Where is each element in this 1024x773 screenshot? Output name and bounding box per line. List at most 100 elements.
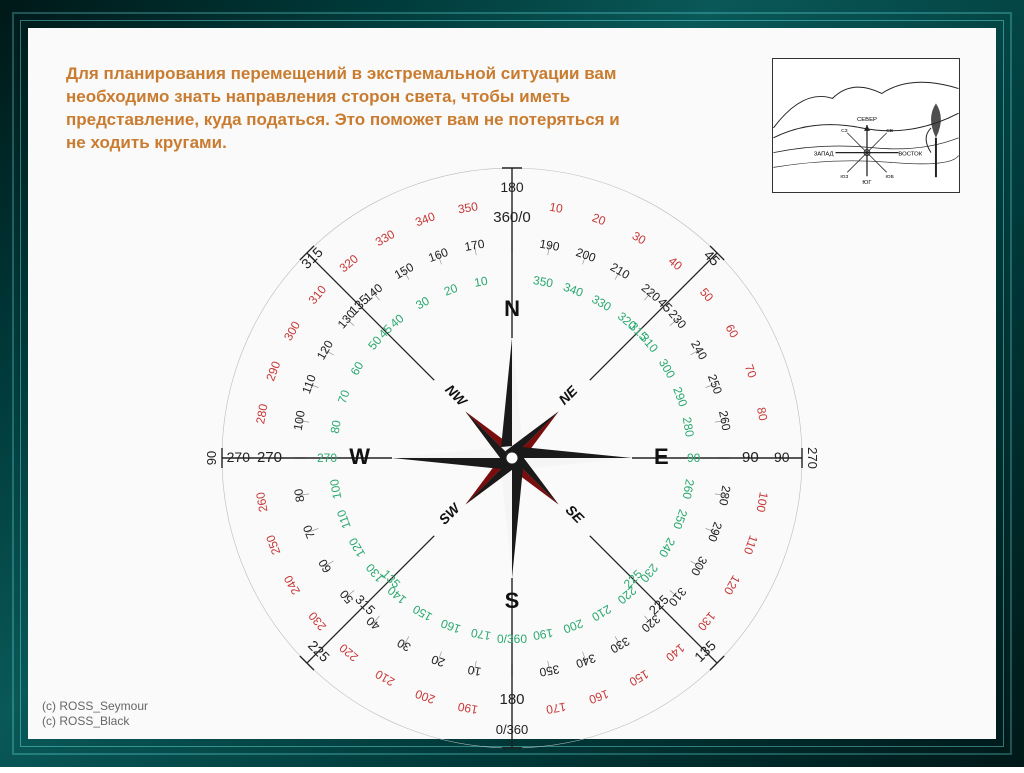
svg-text:200: 200 xyxy=(574,245,598,265)
svg-text:180: 180 xyxy=(500,179,524,195)
svg-text:200: 200 xyxy=(561,616,585,636)
slide-panel: Для планирования перемещений в экстремал… xyxy=(28,28,996,739)
credit-line-1: (c) ROSS_Seymour xyxy=(42,699,148,714)
svg-text:260: 260 xyxy=(716,409,733,431)
svg-text:100: 100 xyxy=(753,491,770,513)
svg-text:160: 160 xyxy=(426,245,450,265)
svg-text:210: 210 xyxy=(589,602,614,624)
svg-text:10: 10 xyxy=(548,200,564,216)
svg-text:0/360: 0/360 xyxy=(496,722,529,737)
svg-text:20: 20 xyxy=(429,652,447,670)
svg-text:10: 10 xyxy=(473,274,489,290)
svg-text:SW: SW xyxy=(435,499,464,528)
svg-text:150: 150 xyxy=(410,602,435,624)
svg-text:250: 250 xyxy=(670,507,690,531)
svg-text:90: 90 xyxy=(742,449,759,466)
svg-text:330: 330 xyxy=(608,634,633,656)
svg-text:60: 60 xyxy=(723,322,742,341)
svg-text:240: 240 xyxy=(688,338,710,363)
svg-text:330: 330 xyxy=(589,292,614,314)
svg-text:340: 340 xyxy=(561,280,585,300)
svg-text:340: 340 xyxy=(574,651,598,671)
svg-text:330: 330 xyxy=(373,227,398,249)
svg-text:ЮЗ: ЮЗ xyxy=(840,174,848,180)
svg-text:СЕВЕР: СЕВЕР xyxy=(857,117,877,123)
svg-text:NW: NW xyxy=(442,381,471,410)
headline-text: Для планирования перемещений в экстремал… xyxy=(66,63,626,155)
svg-text:30: 30 xyxy=(413,293,432,312)
svg-text:170: 170 xyxy=(545,700,567,717)
svg-text:70: 70 xyxy=(300,523,318,541)
svg-text:100: 100 xyxy=(327,478,344,500)
svg-text:60: 60 xyxy=(348,359,367,378)
svg-text:260: 260 xyxy=(680,478,697,500)
svg-text:90: 90 xyxy=(774,449,790,465)
svg-text:230: 230 xyxy=(305,609,329,634)
svg-text:350: 350 xyxy=(457,199,479,216)
svg-text:30: 30 xyxy=(394,636,413,655)
svg-text:290: 290 xyxy=(705,520,725,544)
svg-text:N: N xyxy=(504,296,520,321)
svg-text:180: 180 xyxy=(499,691,524,708)
svg-text:320: 320 xyxy=(638,612,663,636)
svg-text:160: 160 xyxy=(439,616,463,636)
svg-text:ЮВ: ЮВ xyxy=(886,174,895,180)
svg-text:250: 250 xyxy=(705,372,725,396)
svg-text:130: 130 xyxy=(695,609,719,634)
svg-text:310: 310 xyxy=(306,282,330,307)
svg-text:310: 310 xyxy=(665,585,689,610)
svg-text:350: 350 xyxy=(532,273,554,290)
svg-text:290: 290 xyxy=(670,385,690,409)
svg-text:280: 280 xyxy=(716,484,733,506)
svg-text:ЮГ: ЮГ xyxy=(862,180,872,186)
svg-text:80: 80 xyxy=(328,419,344,435)
svg-text:300: 300 xyxy=(656,356,678,381)
svg-text:60: 60 xyxy=(315,556,334,575)
svg-text:70: 70 xyxy=(335,388,353,406)
svg-text:70: 70 xyxy=(742,362,760,380)
svg-text:160: 160 xyxy=(587,687,611,707)
svg-text:240: 240 xyxy=(656,535,678,560)
svg-text:210: 210 xyxy=(608,260,633,282)
svg-text:90: 90 xyxy=(204,451,219,465)
svg-text:190: 190 xyxy=(532,626,554,643)
svg-text:120: 120 xyxy=(346,535,368,560)
compass-diagram: 1020304050607080100110120130140150160170… xyxy=(202,148,822,768)
svg-text:30: 30 xyxy=(630,229,649,248)
svg-text:140: 140 xyxy=(663,641,688,665)
svg-text:200: 200 xyxy=(413,687,437,707)
svg-text:240: 240 xyxy=(281,573,303,598)
credit-line-2: (c) ROSS_Black xyxy=(42,714,148,729)
svg-text:350: 350 xyxy=(538,662,560,679)
svg-text:250: 250 xyxy=(263,533,283,557)
svg-text:290: 290 xyxy=(263,359,283,383)
svg-text:150: 150 xyxy=(392,260,417,282)
svg-text:NE: NE xyxy=(555,382,581,408)
svg-text:СВ: СВ xyxy=(886,128,894,134)
svg-text:80: 80 xyxy=(754,406,770,422)
svg-text:150: 150 xyxy=(627,667,652,689)
svg-text:20: 20 xyxy=(590,210,608,228)
svg-text:270: 270 xyxy=(317,451,337,465)
svg-text:20: 20 xyxy=(442,281,460,299)
svg-text:300: 300 xyxy=(281,319,303,344)
svg-text:0/360: 0/360 xyxy=(497,632,527,646)
svg-text:ВОСТОК: ВОСТОК xyxy=(898,152,922,158)
svg-text:СЗ: СЗ xyxy=(841,128,847,134)
svg-text:50: 50 xyxy=(337,587,357,606)
svg-text:100: 100 xyxy=(291,409,308,431)
svg-text:360/0: 360/0 xyxy=(493,209,531,226)
svg-text:110: 110 xyxy=(299,372,319,395)
svg-text:170: 170 xyxy=(463,237,485,254)
svg-text:120: 120 xyxy=(721,573,743,598)
svg-text:SE: SE xyxy=(563,502,588,527)
svg-text:270: 270 xyxy=(805,447,820,469)
copyright-credits: (c) ROSS_Seymour (c) ROSS_Black xyxy=(42,699,148,729)
svg-text:300: 300 xyxy=(688,554,710,579)
svg-text:10: 10 xyxy=(466,663,482,679)
svg-text:40: 40 xyxy=(666,254,685,274)
svg-text:220: 220 xyxy=(336,641,361,665)
svg-text:80: 80 xyxy=(291,487,307,503)
svg-text:320: 320 xyxy=(337,251,362,275)
svg-text:280: 280 xyxy=(680,416,697,438)
